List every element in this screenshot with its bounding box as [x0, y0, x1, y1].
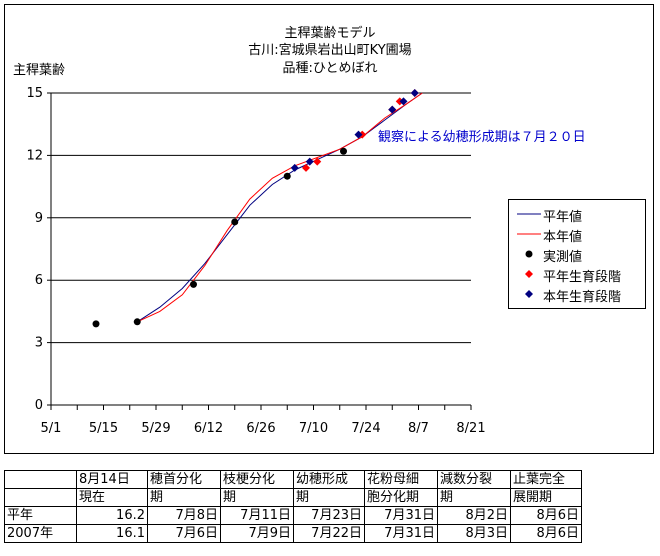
current-series-line — [137, 92, 423, 323]
y-tick-labels: 0 3 6 9 12 15 — [26, 86, 43, 413]
row-label: 平年 — [4, 506, 77, 525]
table-header-row-2: 現在 期 期 期 胞分化期 期 展開期 — [4, 488, 582, 507]
legend-line-red-icon — [517, 233, 541, 235]
chart-title-line-3: 品種:ひとめぼれ — [283, 60, 378, 76]
table-cell: 7月11日 — [220, 506, 294, 525]
observed-point — [190, 280, 197, 288]
y-tick-label: 3 — [35, 336, 43, 351]
observed-point — [133, 318, 141, 326]
table-cell: 7月23日 — [293, 506, 365, 525]
table-header-cell: 減数分裂 — [437, 470, 511, 489]
x-tick-label: 6/12 — [194, 421, 223, 436]
legend-line-navy-icon — [517, 213, 541, 215]
normal-stage-point — [313, 157, 322, 166]
current-stage-point — [354, 130, 363, 139]
table-cell: 7月6日 — [147, 524, 221, 543]
legend-item-current-line: 本年値 — [509, 225, 645, 245]
chart-frame — [4, 4, 654, 454]
legend-label: 平年生育段階 — [543, 270, 622, 285]
table-header-cell: 期 — [293, 488, 365, 507]
table-header-cell: 止葉完全 — [510, 470, 582, 489]
x-tick-label: 5/1 — [41, 421, 62, 436]
table-corner-cell — [4, 488, 77, 507]
table-cell: 8月6日 — [510, 506, 582, 525]
table-header-cell: 8月14日 — [76, 470, 148, 489]
table-header-cell: 花粉母細 — [364, 470, 438, 489]
table-cell: 8月6日 — [510, 524, 582, 543]
table-corner-cell — [4, 470, 77, 489]
y-tick-label: 0 — [35, 398, 43, 413]
table-cell: 8月2日 — [437, 506, 511, 525]
legend-black-dot-icon — [525, 250, 533, 258]
table-header-cell: 期 — [220, 488, 294, 507]
table-cell: 7月8日 — [147, 506, 221, 525]
panicle-initiation-annotation: 観察による幼穂形成期は７月２０日 — [378, 130, 586, 145]
legend-item-normal-line: 平年値 — [509, 205, 645, 225]
table-header-cell: 期 — [147, 488, 221, 507]
legend-red-diamond-icon — [525, 270, 533, 278]
table-cell: 16.2 — [76, 506, 148, 525]
chart-title-line-2: 古川:宮城県岩出山町KY圃場 — [248, 42, 411, 58]
x-tick-label: 7/10 — [299, 421, 328, 436]
table-header-cell: 幼穂形成 — [293, 470, 365, 489]
table-cell: 7月31日 — [364, 506, 438, 525]
normal-stage-point — [302, 163, 310, 172]
axes — [47, 92, 472, 410]
x-tick-label: 6/26 — [246, 421, 275, 436]
table-cell: 7月9日 — [220, 524, 294, 543]
row-label: 2007年 — [4, 524, 77, 543]
table-cell: 7月31日 — [364, 524, 438, 543]
observed-point — [92, 320, 100, 328]
legend-navy-diamond-icon — [525, 290, 533, 298]
table-cell: 16.1 — [76, 524, 148, 543]
table-row-2007: 2007年 16.1 7月6日 7月9日 7月22日 7月31日 8月3日 8月… — [4, 524, 582, 543]
series-markers — [92, 89, 419, 328]
x-tick-label: 8/21 — [456, 421, 485, 436]
legend: 平年値 本年値 実測値 平年生育段階 本年生育段階 — [508, 199, 646, 309]
table-header-cell: 枝梗分化 — [220, 470, 294, 489]
table-header-cell: 胞分化期 — [364, 488, 438, 507]
table-header-cell: 展開期 — [510, 488, 582, 507]
y-tick-label: 15 — [26, 86, 43, 101]
x-tick-label: 5/15 — [89, 421, 118, 436]
table-cell: 7月22日 — [293, 524, 365, 543]
legend-label: 実測値 — [543, 250, 583, 265]
table-cell: 8月3日 — [437, 524, 511, 543]
leaf-age-chart: 主稈葉齢モデル 古川:宮城県岩出山町KY圃場 品種:ひとめぼれ 主稈葉齢 0 3 6… — [13, 25, 586, 436]
y-tick-label: 9 — [35, 211, 43, 226]
table-header-row-1: 8月14日 穂首分化 枝梗分化 幼穂形成 花粉母細 減数分裂 止葉完全 — [4, 470, 582, 489]
x-tick-label: 5/29 — [141, 421, 170, 436]
legend-item-current-stage: 本年生育段階 — [509, 285, 645, 305]
table-row-normal: 平年 16.2 7月8日 7月11日 7月23日 7月31日 8月2日 8月6日 — [4, 506, 582, 525]
legend-item-normal-stage: 平年生育段階 — [509, 265, 645, 285]
legend-label: 本年値 — [543, 230, 583, 245]
current-stage-point — [399, 97, 408, 106]
current-stage-point — [388, 105, 397, 114]
y-tick-label: 6 — [35, 273, 43, 288]
legend-label: 平年値 — [543, 210, 583, 225]
current-stage-point — [290, 163, 299, 172]
observed-point — [283, 172, 291, 180]
observed-point — [231, 218, 239, 226]
observed-point — [340, 147, 347, 155]
series-lines — [137, 92, 423, 323]
normal-series-line — [137, 92, 423, 323]
x-tick-label: 8/7 — [408, 421, 429, 436]
y-tick-label: 12 — [26, 148, 43, 163]
table-header-cell: 穂首分化 — [147, 470, 221, 489]
growth-stage-table: 8月14日 穂首分化 枝梗分化 幼穂形成 花粉母細 減数分裂 止葉完全 現在 期… — [4, 470, 582, 543]
table-header-cell: 現在 — [76, 488, 148, 507]
y-axis-label: 主稈葉齢 — [13, 63, 65, 78]
x-tick-labels: 5/1 5/15 5/29 6/12 6/26 7/10 7/24 8/7 8/21 — [41, 421, 486, 436]
current-stage-point — [305, 157, 314, 166]
chart-title-line-1: 主稈葉齢モデル — [284, 25, 375, 41]
table-header-cell: 期 — [437, 488, 511, 507]
legend-item-observed: 実測値 — [509, 245, 645, 265]
gridlines — [51, 92, 471, 344]
legend-label: 本年生育段階 — [543, 290, 622, 305]
x-tick-label: 7/24 — [351, 421, 380, 436]
current-stage-point — [410, 89, 419, 97]
